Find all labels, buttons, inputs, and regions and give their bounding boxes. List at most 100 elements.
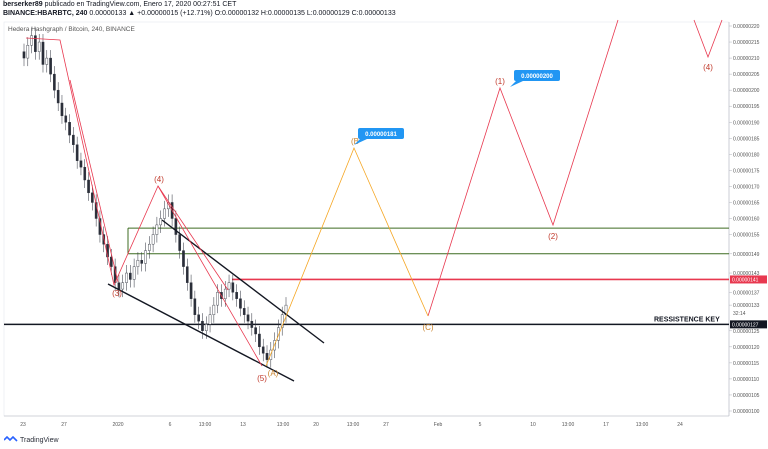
wave-path-orange	[265, 146, 429, 367]
wave-label: (3)	[112, 289, 122, 298]
wave-label: (4)	[154, 175, 164, 184]
chart-title: Hedera Hashgraph / Bitcoin, 240, BINANCE	[8, 26, 135, 33]
time-tick-label: 13:00	[636, 422, 649, 428]
candle-body	[178, 234, 181, 251]
candle-body	[250, 320, 254, 328]
candle-body	[235, 292, 238, 299]
price-highlight-label: 0.00000127	[732, 322, 759, 328]
support-trendline	[107, 283, 295, 382]
price-marker-pointer	[354, 139, 367, 145]
time-tick-label: 10	[530, 422, 536, 428]
candle-body	[132, 266, 136, 280]
wave-path-red-2	[69, 79, 119, 283]
time-tick-label: 13:00	[199, 422, 212, 428]
candle-body	[60, 102, 64, 117]
wave-path-red-5	[693, 19, 723, 59]
price-tick-label: 0.00000175	[733, 168, 760, 174]
time-tick-label: 17	[603, 422, 609, 428]
price-tick-label: 0.00000185	[733, 136, 760, 142]
price-tick-label: 0.00000205	[733, 72, 760, 78]
ohlc-line: BINANCE:HBARBTC, 240 0.00000133 ▲ +0.000…	[3, 9, 743, 18]
price-marker-label: 0.00000181	[365, 132, 397, 138]
logo-text: TradingView	[20, 436, 59, 444]
candle-body	[45, 57, 49, 65]
price-tick-label: 0.00000165	[733, 200, 760, 206]
plot-area	[3, 21, 730, 417]
wave-label: (5)	[257, 374, 267, 383]
candle-body	[231, 282, 235, 293]
wave-label: (1)	[495, 77, 505, 86]
ohlc-values: 0.00000133 ▲ +0.00000015 (+12.71%) O:0.0…	[89, 10, 396, 17]
candle-body	[174, 218, 178, 235]
price-tick-label: 0.00000137	[733, 290, 760, 296]
candle-body	[129, 272, 132, 280]
price-tick-label: 0.00000170	[733, 184, 760, 190]
candle-body	[189, 282, 193, 299]
price-tick-label: 0.00000200	[733, 88, 760, 94]
candle-body	[110, 256, 113, 267]
candle-body	[254, 327, 257, 335]
candle-body	[159, 218, 162, 226]
candle-body	[140, 260, 144, 264]
wave-label: (2)	[548, 232, 558, 241]
candle-body	[136, 260, 140, 267]
candle-body	[26, 45, 30, 59]
candle-body	[242, 308, 246, 315]
candle-body	[227, 282, 231, 290]
author-name[interactable]: berserker89	[3, 1, 43, 8]
resistance-trendline	[161, 219, 325, 344]
time-tick-label: 24	[677, 422, 683, 428]
time-tick-label: 6	[169, 422, 172, 428]
candle-body	[239, 298, 242, 309]
time-tick-label: 13:00	[347, 422, 360, 428]
candle-body	[265, 353, 269, 360]
candle-body	[182, 250, 185, 267]
candle-body	[246, 314, 250, 322]
candle-body	[261, 346, 265, 354]
time-tick-label: Feb	[434, 422, 443, 428]
candle-body	[185, 266, 189, 283]
time-tick-label: 27	[383, 422, 389, 428]
candle-body	[87, 179, 90, 194]
candle-body	[155, 224, 159, 235]
price-marker-box	[514, 70, 560, 81]
time-tick-label: 20	[313, 422, 319, 428]
wave-path-red-1	[25, 37, 263, 367]
tradingview-logo[interactable]: TradingView	[4, 436, 59, 444]
candle-body	[212, 304, 216, 315]
price-tick-label: 0.00000190	[733, 120, 760, 126]
price-tick-label: 0.00000160	[733, 217, 760, 223]
price-tick-label: 0.00000105	[733, 393, 760, 399]
candle-body	[121, 282, 125, 290]
candle-body	[201, 320, 204, 331]
candle-body	[49, 57, 52, 75]
price-tick-label: 0.00000195	[733, 104, 760, 110]
price-marker-box	[358, 128, 404, 139]
wave-label: (B	[351, 137, 359, 146]
candle-body	[151, 234, 155, 245]
candle-body	[216, 292, 219, 306]
publish-line: berserker89 publicado en TradingView.com…	[3, 0, 743, 9]
candle-body	[56, 89, 60, 104]
candle-body	[163, 208, 166, 219]
price-tick-label: 0.00000155	[733, 233, 760, 239]
candle-body	[68, 122, 71, 136]
candle-body	[41, 41, 45, 65]
time-tick-label: 5	[479, 422, 482, 428]
time-tick-label: 13:00	[277, 422, 290, 428]
candle-body	[277, 327, 280, 341]
candle-body	[223, 288, 227, 299]
candle-body	[53, 73, 56, 91]
candle-body	[91, 192, 94, 203]
candle-body	[193, 298, 197, 315]
candle-body	[197, 314, 200, 322]
candle-body	[208, 314, 212, 325]
price-tick-label: 0.00000110	[733, 377, 759, 383]
candle-body	[64, 115, 68, 123]
price-tick-label: 0.00000133	[733, 303, 760, 309]
candle-body	[148, 243, 151, 251]
price-tick-label: 0.00000220	[733, 24, 760, 30]
price-tick-label: 0.00000215	[733, 40, 760, 46]
price-tick-label: 0.00000120	[733, 345, 760, 351]
